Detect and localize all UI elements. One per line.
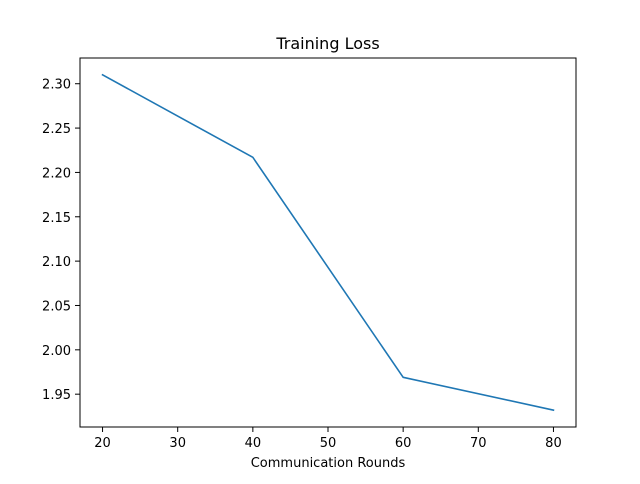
y-tick-label: 2.05 <box>42 299 71 314</box>
x-tick-label: 20 <box>94 436 111 451</box>
y-tick-label: 2.20 <box>42 166 71 181</box>
x-axis-label: Communication Rounds <box>251 456 406 471</box>
x-tick-label: 70 <box>470 436 487 451</box>
y-tick-label: 2.25 <box>42 122 71 137</box>
chart-title: Training Loss <box>275 34 379 53</box>
x-tick-label: 40 <box>245 436 262 451</box>
y-tick-label: 2.10 <box>42 255 71 270</box>
x-tick-label: 60 <box>395 436 412 451</box>
y-tick-label: 2.15 <box>42 211 71 226</box>
y-tick-label: 2.30 <box>42 78 71 93</box>
x-tick-label: 30 <box>169 436 186 451</box>
y-tick-label: 2.00 <box>42 344 71 359</box>
y-tick-label: 1.95 <box>42 388 71 403</box>
x-tick-label: 50 <box>320 436 337 451</box>
x-tick-label: 80 <box>545 436 562 451</box>
